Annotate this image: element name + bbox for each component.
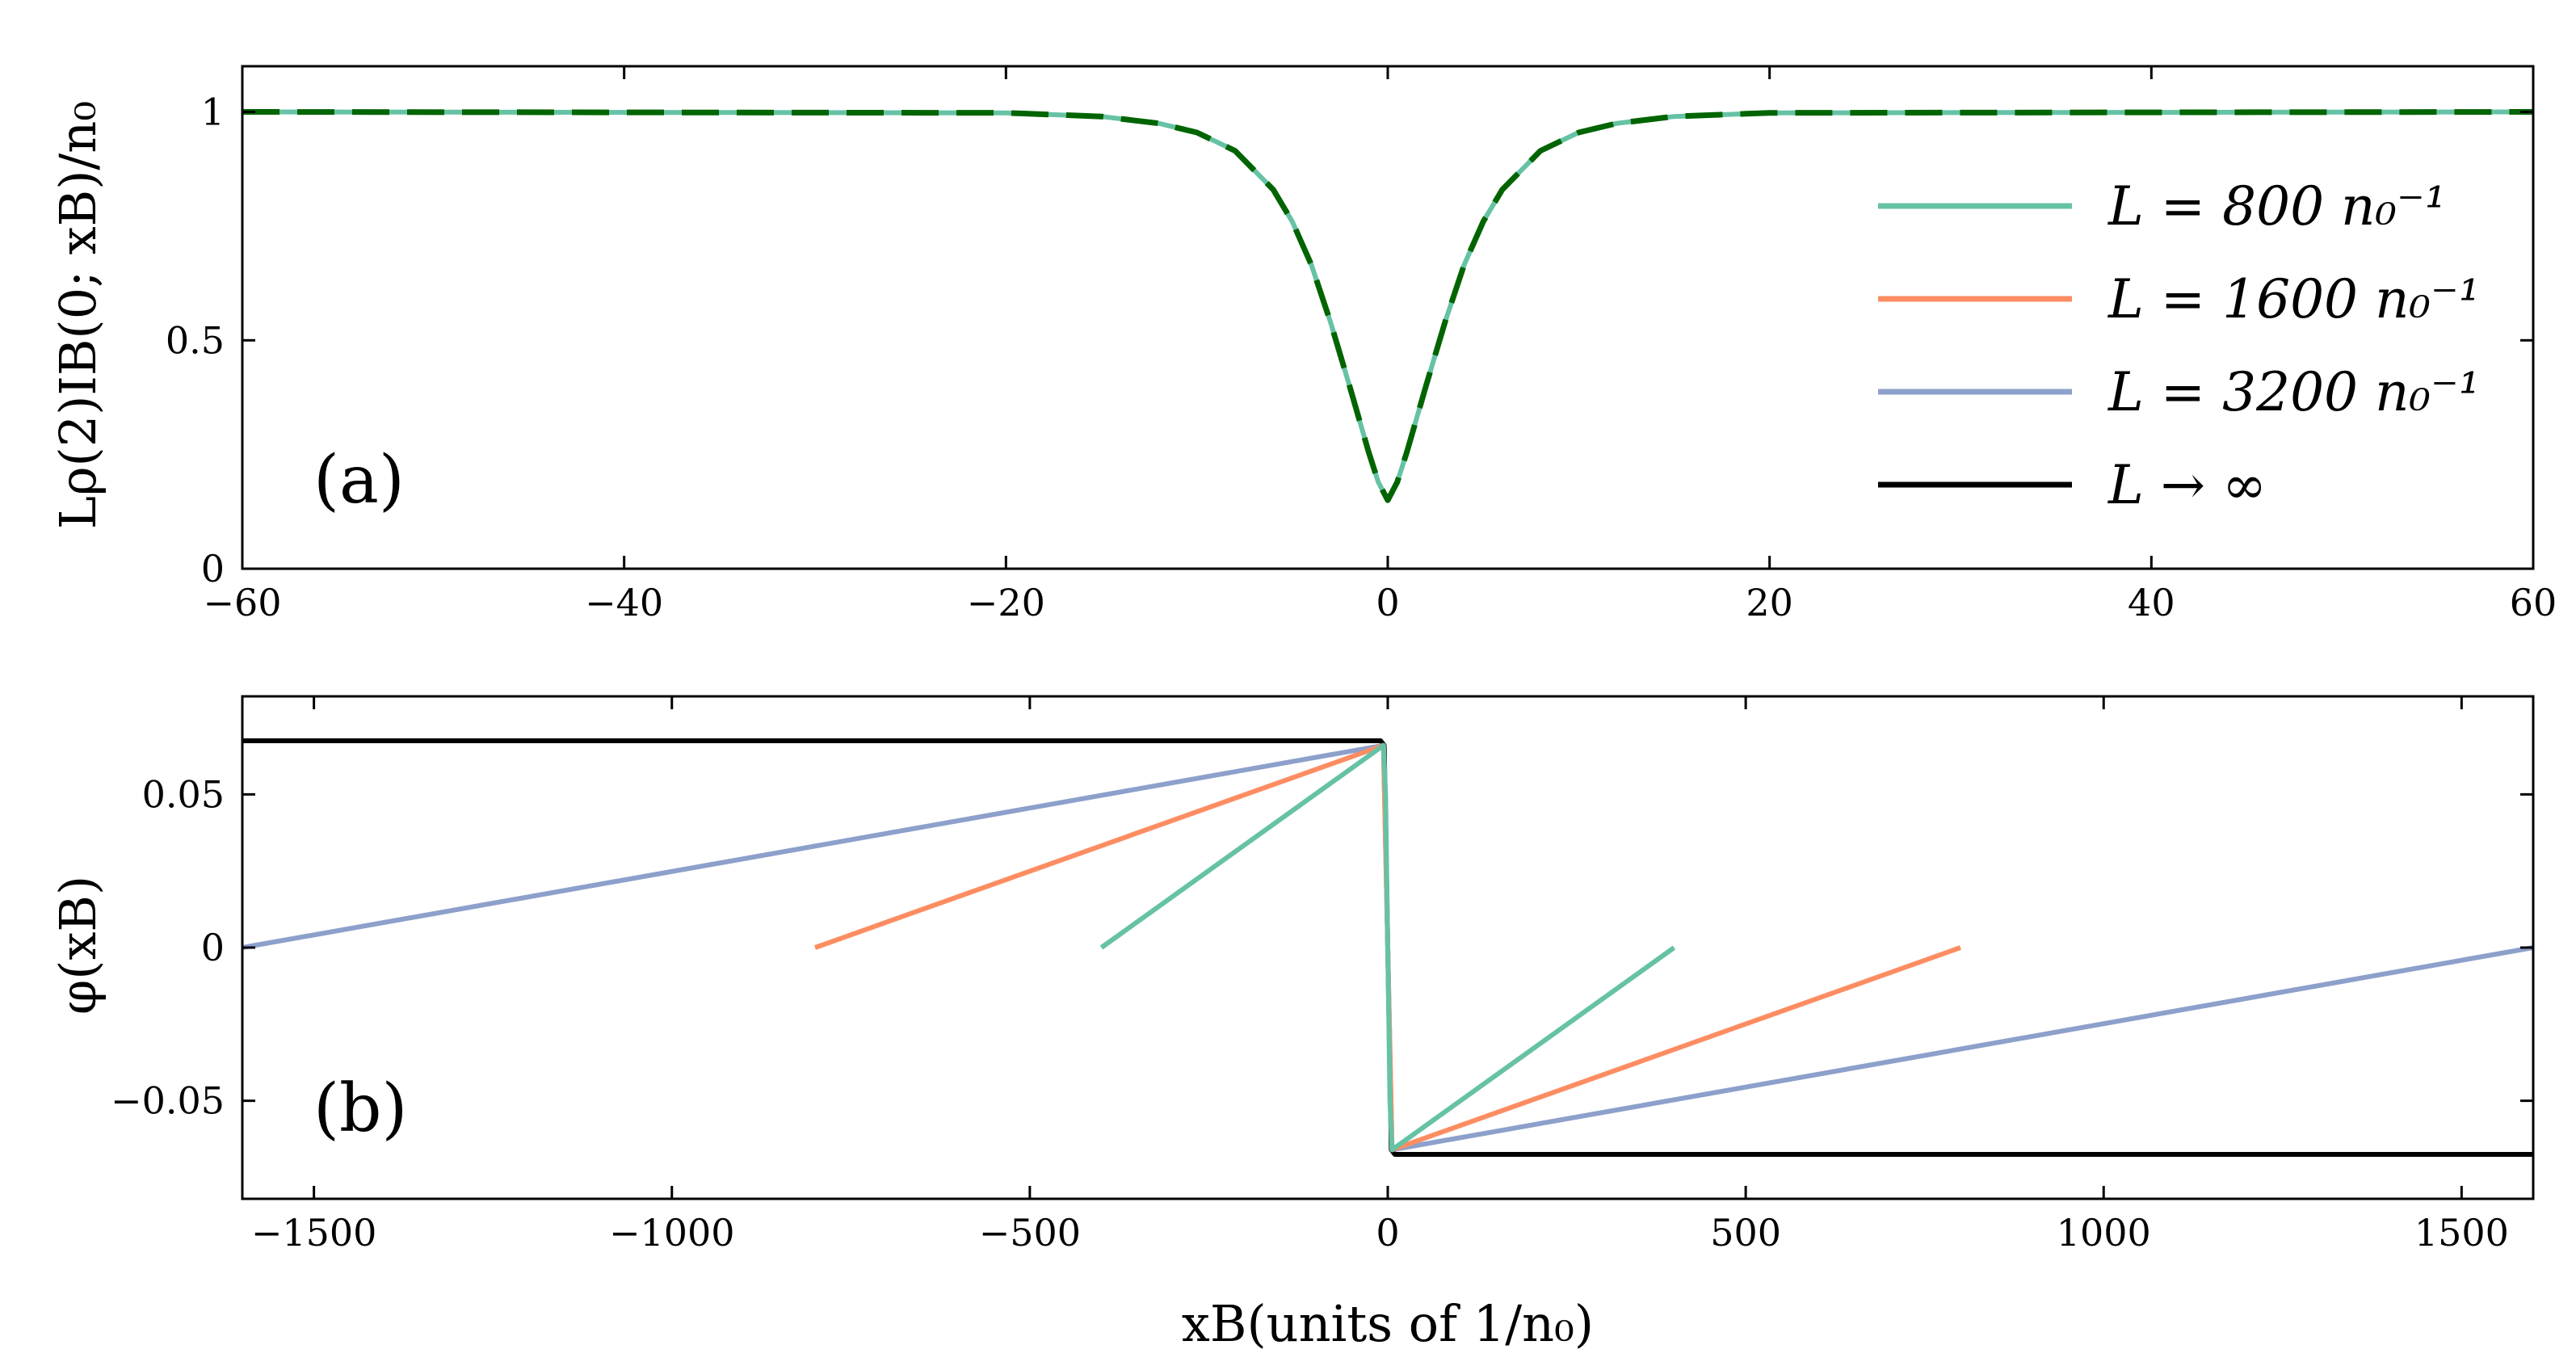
panel-a: −60 −40 −20 0 20 40 60 0 0.5 1 (a) Lρ(2)IB(0; xB)… (48, 65, 2557, 624)
panel-a-frame (241, 65, 2535, 570)
panel-b-xtick-label: 1500 (2414, 1211, 2509, 1255)
panel-b-series-L800-3 (1099, 742, 1676, 1153)
panel-b-xtick-label: −500 (979, 1211, 1081, 1255)
panel-b-frame (241, 695, 2535, 1200)
panel-a-xtick-label: −60 (203, 581, 281, 624)
panel-b-xlabel: xB(units of 1/n₀) (1182, 1294, 1594, 1353)
panel-a-series-dashed-1 (242, 109, 2534, 503)
panel-a-ylabel: Lρ(2)IB(0; xB)/n₀ (48, 101, 107, 529)
panel-a-ticks-layer: −60 −40 −20 0 20 40 60 0 0.5 1 (166, 66, 2557, 624)
panel-a-ytick-label: 0.5 (166, 318, 225, 362)
legend-label-Linf: L → ∞ (2107, 454, 2267, 516)
legend: L = 800 n₀⁻¹ L = 1600 n₀⁻¹ L = 3200 n₀⁻¹… (1878, 175, 2480, 516)
panel-b-xtick-label: 1000 (2057, 1211, 2151, 1255)
panel-b-series-layer (242, 738, 2534, 1157)
panel-a-xtick-label: −20 (967, 581, 1045, 624)
panel-b-xtick-label: −1000 (609, 1211, 735, 1255)
panel-a-ytick-label: 0 (201, 547, 225, 591)
panel-a-xtick-label: 60 (2510, 581, 2557, 624)
panel-a-series-layer (242, 109, 2534, 503)
panel-b-ytick-label: 0 (201, 926, 225, 969)
panel-a-xtick-label: −40 (585, 581, 663, 624)
panel-b-xtick-label: 500 (1710, 1211, 1781, 1255)
legend-label-L3200: L = 3200 n₀⁻¹ (2107, 361, 2480, 423)
legend-label-L800: L = 800 n₀⁻¹ (2107, 175, 2446, 238)
panel-a-xtick-label: 20 (1746, 581, 1793, 624)
panel-b: −1500 −1000 −500 0 500 1000 1500 −0.05 0 0.05 (b)… (48, 695, 2535, 1353)
panel-b-ytick-label: 0.05 (142, 772, 225, 816)
panel-b-xtick-label: −1500 (251, 1211, 377, 1255)
panel-a-label: (a) (313, 442, 405, 519)
panel-b-xtick-label: 0 (1376, 1211, 1399, 1255)
panel-a-xtick-label: 40 (2128, 581, 2175, 624)
panel-b-label: (b) (313, 1070, 407, 1147)
panel-a-xtick-label: 0 (1376, 581, 1399, 624)
panel-b-ytick-label: −0.05 (111, 1079, 225, 1123)
legend-label-L1600: L = 1600 n₀⁻¹ (2107, 268, 2480, 330)
panel-b-ylabel: φ(xB) (48, 876, 107, 1015)
panel-a-ytick-label: 1 (201, 90, 225, 134)
panel-b-ticks-layer: −1500 −1000 −500 0 500 1000 1500 −0.05 0 0.05 (111, 696, 2533, 1255)
